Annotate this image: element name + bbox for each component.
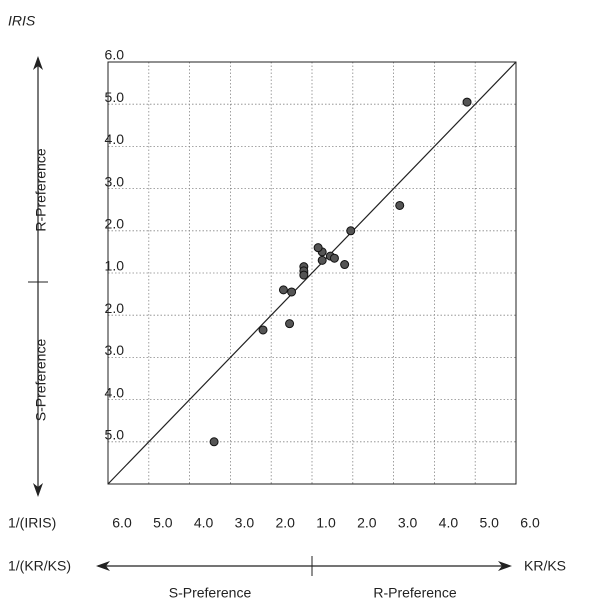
x-tick-label: 3.0 — [398, 515, 418, 531]
point — [299, 270, 309, 280]
bottom-right-label: KR/KS — [524, 558, 566, 574]
x-tick-label: 5.0 — [479, 515, 499, 531]
chart-title: IRIS — [8, 13, 36, 29]
y-tick-label: 6.0 — [105, 47, 125, 63]
y-tick-label: 1.0 — [105, 258, 125, 274]
point — [329, 253, 339, 263]
y-lower-label: S-Preference — [33, 339, 49, 422]
x-tick-label: 2.0 — [275, 515, 295, 531]
plot-frame — [107, 61, 517, 485]
region-label: S-Preference — [169, 585, 252, 601]
point — [346, 226, 356, 236]
x-tick-label: 2.0 — [357, 515, 377, 531]
point — [258, 325, 268, 335]
y-tick-label: 4.0 — [105, 384, 125, 400]
diagonal — [107, 61, 517, 485]
x-tick-label: 4.0 — [194, 515, 214, 531]
y-tick-label: 3.0 — [105, 342, 125, 358]
y-tick-label: 2.0 — [105, 300, 125, 316]
y-tick-label: 3.0 — [105, 173, 125, 189]
x-tick-label: 6.0 — [112, 515, 132, 531]
point — [278, 285, 288, 295]
y-tick-label: 4.0 — [105, 131, 125, 147]
point — [209, 437, 219, 447]
point — [395, 200, 405, 210]
bottom-left-label: 1/(KR/KS) — [8, 558, 71, 574]
region-label: R-Preference — [373, 585, 456, 601]
y-tick-label: 5.0 — [105, 89, 125, 105]
point — [462, 97, 472, 107]
x-tick-label: 6.0 — [520, 515, 540, 531]
y-tick-label: 2.0 — [105, 216, 125, 232]
point — [287, 287, 297, 297]
x-tick-label: 4.0 — [439, 515, 459, 531]
point — [317, 255, 327, 265]
x-tick-label: 1.0 — [316, 515, 336, 531]
point — [340, 260, 350, 270]
x-axis-label: 1/(IRIS) — [8, 515, 56, 531]
point — [285, 319, 295, 329]
y-upper-label: R-Preference — [33, 148, 49, 231]
x-tick-label: 3.0 — [235, 515, 255, 531]
point — [313, 243, 323, 253]
x-tick-label: 5.0 — [153, 515, 173, 531]
y-tick-label: 5.0 — [105, 427, 125, 443]
